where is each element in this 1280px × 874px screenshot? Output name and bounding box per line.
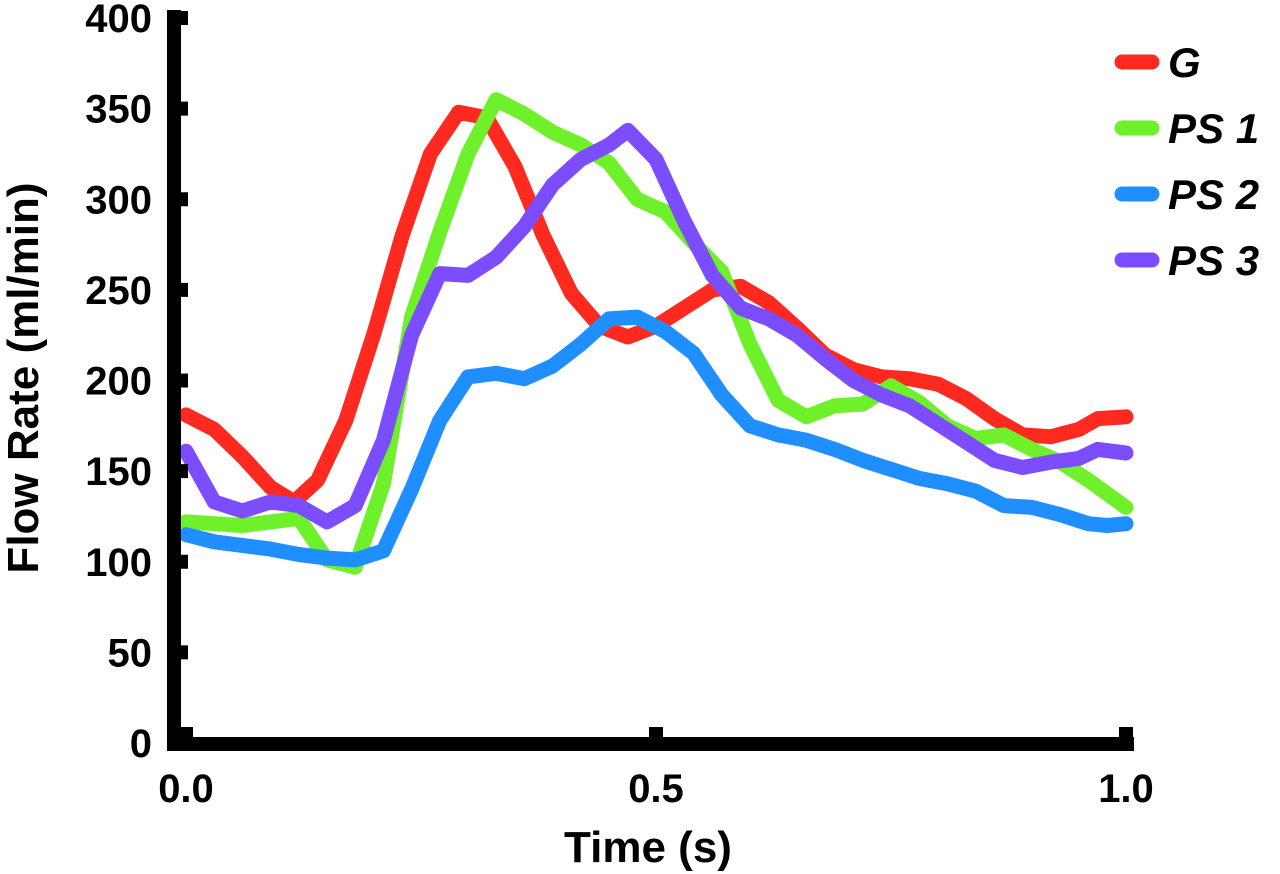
y-tick-label: 50 — [108, 631, 153, 675]
y-tick-label: 250 — [85, 269, 152, 313]
series-line-4 — [178, 122, 1134, 530]
y-tick-label: 150 — [85, 450, 152, 494]
y-tick-label: 350 — [85, 88, 152, 132]
legend-label-1: G — [1168, 39, 1201, 86]
y-tick-label: 300 — [85, 178, 152, 222]
y-tick-label: 400 — [85, 0, 152, 41]
legend-label-3: PS 2 — [1168, 171, 1259, 218]
x-tick-label: 0.0 — [158, 767, 214, 811]
y-tick-label: 100 — [85, 541, 152, 585]
x-tick-label: 0.5 — [628, 767, 684, 811]
legend-label-4: PS 3 — [1168, 237, 1259, 284]
y-tick-label: 200 — [85, 360, 152, 404]
legend: G PS 1 PS 2 PS 3 — [1114, 39, 1259, 284]
y-axis-title: Flow Rate (ml/min) — [0, 182, 48, 573]
x-tick-label: 1.0 — [1098, 767, 1154, 811]
series-layer — [178, 92, 1134, 575]
x-axis-title: Time (s) — [564, 823, 732, 872]
legend-label-2: PS 1 — [1168, 105, 1259, 152]
tick-labels: 0 50 100 150 200 250 300 350 400 0.0 0.5 1.0 — [85, 0, 1154, 811]
y-tick-label: 0 — [130, 722, 152, 766]
axes-layer — [167, 10, 1134, 751]
series-line-3 — [178, 309, 1134, 568]
